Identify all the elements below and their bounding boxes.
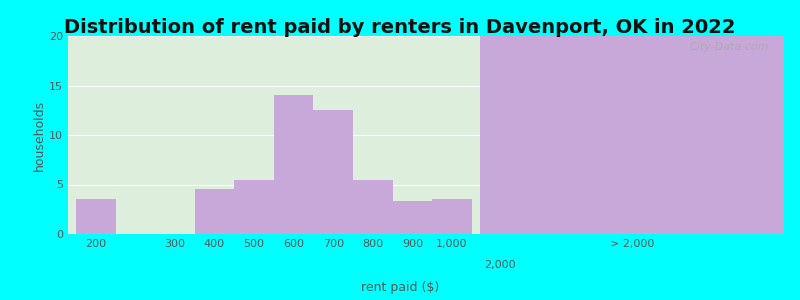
Bar — [353, 179, 393, 234]
Text: 2,000: 2,000 — [485, 260, 516, 270]
Bar — [234, 179, 274, 234]
Bar — [274, 95, 314, 234]
Bar — [393, 201, 432, 234]
Text: Distribution of rent paid by renters in Davenport, OK in 2022: Distribution of rent paid by renters in … — [64, 18, 736, 37]
Text: City-Data.com: City-Data.com — [690, 42, 769, 52]
Bar — [480, 74, 784, 234]
Text: rent paid ($): rent paid ($) — [361, 281, 439, 294]
Bar — [76, 199, 115, 234]
Bar — [432, 199, 472, 234]
Y-axis label: households: households — [34, 99, 46, 171]
Bar — [194, 190, 234, 234]
Bar — [314, 110, 353, 234]
